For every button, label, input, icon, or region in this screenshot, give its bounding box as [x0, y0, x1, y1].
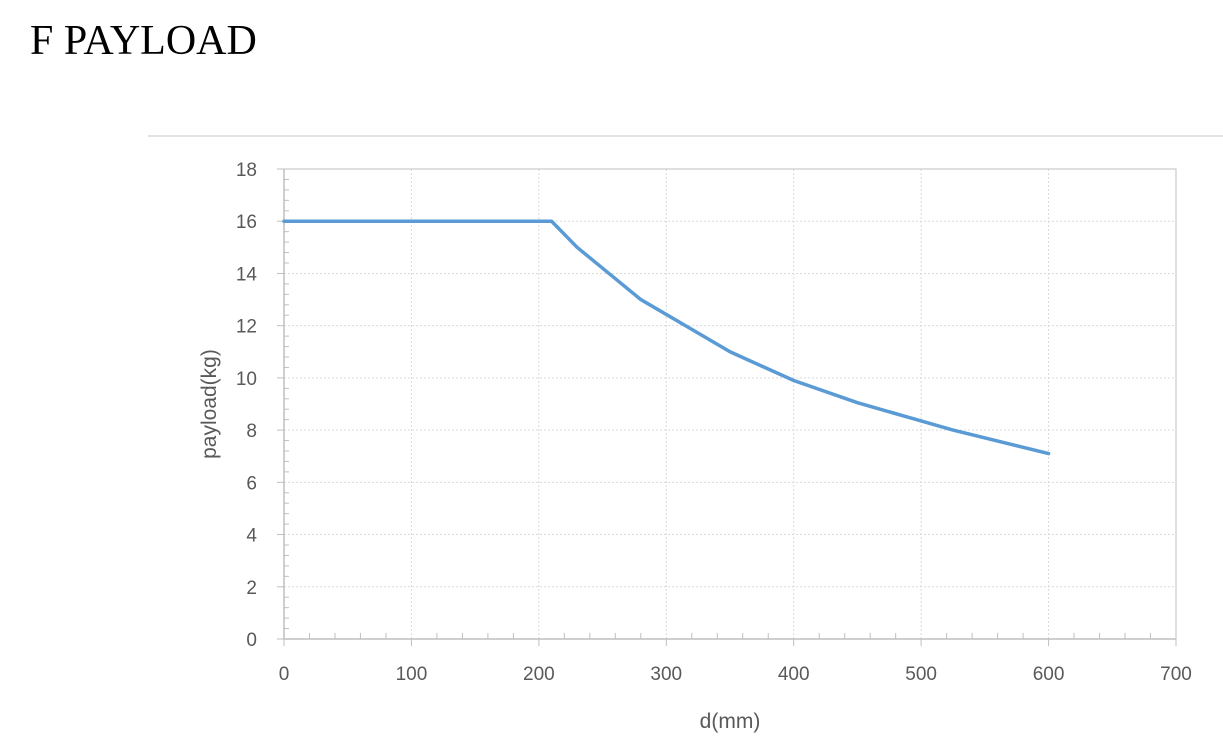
- page-title: F PAYLOAD: [30, 18, 257, 64]
- y-tick-label: 14: [236, 264, 258, 285]
- x-tick-label: 400: [778, 664, 810, 685]
- x-tick-label: 500: [905, 664, 937, 685]
- x-tick-label: 300: [650, 664, 682, 685]
- y-tick-label: 18: [236, 160, 257, 181]
- x-tick-label: 600: [1033, 664, 1065, 685]
- x-tick-label: 700: [1160, 664, 1192, 685]
- chart-top-divider: [148, 135, 1223, 137]
- y-tick-label: 6: [246, 473, 257, 494]
- series-line-0: [282, 219, 1051, 456]
- x-tick-label: 0: [279, 664, 290, 685]
- tick-label-layer: 0 100 200 300 400 500 600 700 0 2 4 6 8 10 12 14 16 18: [236, 160, 1192, 685]
- x-axis-title: d(mm): [700, 710, 761, 733]
- y-axis-title: payload(kg): [198, 349, 221, 459]
- y-tick-label: 16: [236, 212, 257, 233]
- grid-layer: [284, 168, 1177, 639]
- y-tick-label: 4: [246, 526, 257, 547]
- y-tick-label: 8: [246, 421, 257, 442]
- y-tick-label: 2: [246, 578, 257, 599]
- x-tick-label: 200: [523, 664, 555, 685]
- y-tick-label: 0: [246, 630, 257, 651]
- y-tick-label: 10: [236, 369, 257, 390]
- x-tick-label: 100: [396, 664, 428, 685]
- axis-layer: [277, 168, 1177, 646]
- y-tick-label: 12: [236, 317, 257, 338]
- plot-area-border: [283, 168, 1177, 640]
- series-layer: [282, 219, 1051, 456]
